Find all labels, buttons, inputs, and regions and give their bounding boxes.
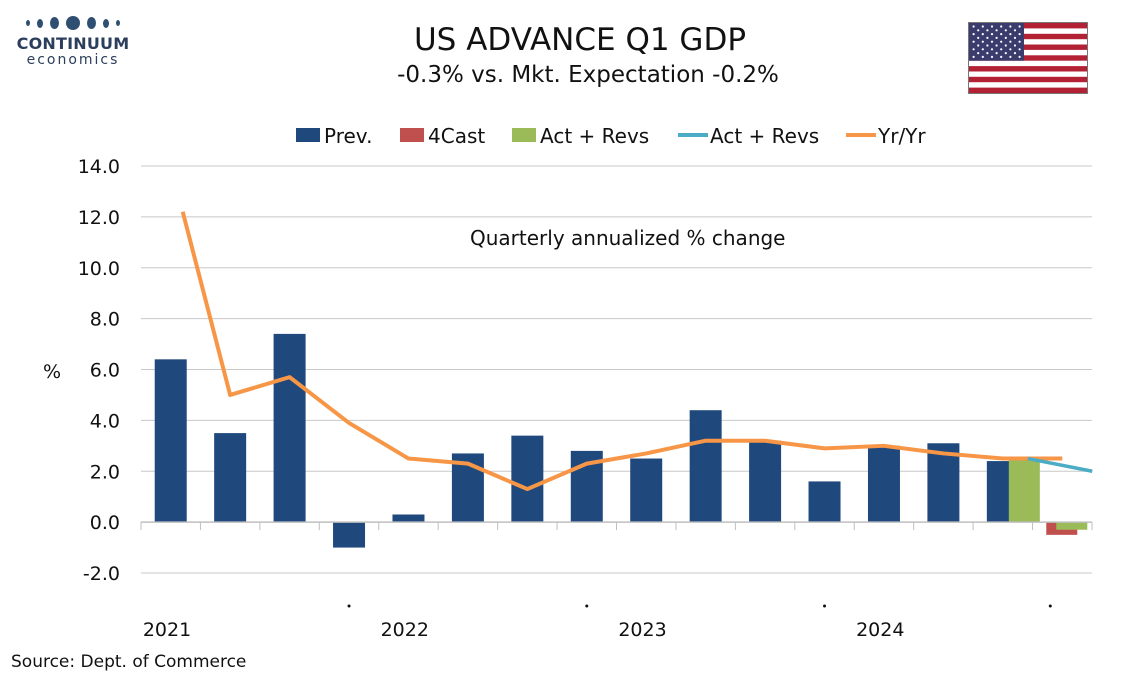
y-axis-label: % <box>43 361 61 383</box>
y-tick-label: 4.0 <box>90 410 120 432</box>
brand-name: CONTINUUM <box>16 34 130 53</box>
y-tick-label: 6.0 <box>90 360 120 382</box>
us-flag-icon <box>968 22 1088 94</box>
bar-prev <box>927 443 960 523</box>
bar-prev <box>630 458 663 523</box>
x-tick-dot <box>823 604 827 608</box>
y-tick-label: 0.0 <box>90 512 120 534</box>
x-tick-label: 2024 <box>856 619 904 641</box>
bar-prev <box>214 433 247 523</box>
brand-logo: CONTINUUM economics <box>12 14 134 68</box>
y-tick-label: 8.0 <box>90 309 120 331</box>
y-tick-label: 14.0 <box>78 156 120 178</box>
chart-annotation: Quarterly annualized % change <box>470 226 786 250</box>
legend-swatch <box>400 128 424 142</box>
x-tick-label: 2021 <box>143 619 191 641</box>
legend-label: Prev. <box>324 124 372 148</box>
page-title: US ADVANCE Q1 GDP <box>413 22 747 58</box>
legend-label: Act + Revs <box>540 124 649 148</box>
bar-prev <box>273 333 306 523</box>
legend-swatch <box>512 128 536 142</box>
legend-label: Yr/Yr <box>877 124 926 148</box>
line-actual <box>1027 456 1093 473</box>
y-tick-label: 2.0 <box>90 461 120 483</box>
bar-actual <box>1056 522 1088 530</box>
page-subtitle: -0.3% vs. Mkt. Expectation -0.2% <box>397 62 779 88</box>
y-tick-label: 10.0 <box>78 258 120 280</box>
logo-dots-icon <box>12 14 134 32</box>
source-note: Source: Dept. of Commerce <box>11 652 247 672</box>
x-tick-label: 2022 <box>381 619 429 641</box>
legend-label: Act + Revs <box>710 124 819 148</box>
y-tick-label: 12.0 <box>78 207 120 229</box>
bar-actual <box>1008 458 1040 523</box>
x-tick-dot <box>585 604 589 608</box>
x-tick-label: 2023 <box>618 619 666 641</box>
legend-label: 4Cast <box>428 124 485 148</box>
bar-prev <box>808 481 841 523</box>
bar-prev <box>333 522 366 548</box>
bar-prev <box>689 410 722 523</box>
x-tick-dot <box>347 604 351 608</box>
bar-prev <box>749 440 782 523</box>
y-tick-label: -2.0 <box>83 563 120 585</box>
bar-prev <box>867 445 900 523</box>
bar-prev <box>392 514 425 523</box>
bar-prev <box>154 359 187 523</box>
x-tick-dot <box>1048 604 1052 608</box>
legend-swatch <box>296 128 320 142</box>
brand-sub: economics <box>26 52 120 68</box>
line-yoy <box>180 211 1063 492</box>
bar-prev <box>511 435 544 523</box>
